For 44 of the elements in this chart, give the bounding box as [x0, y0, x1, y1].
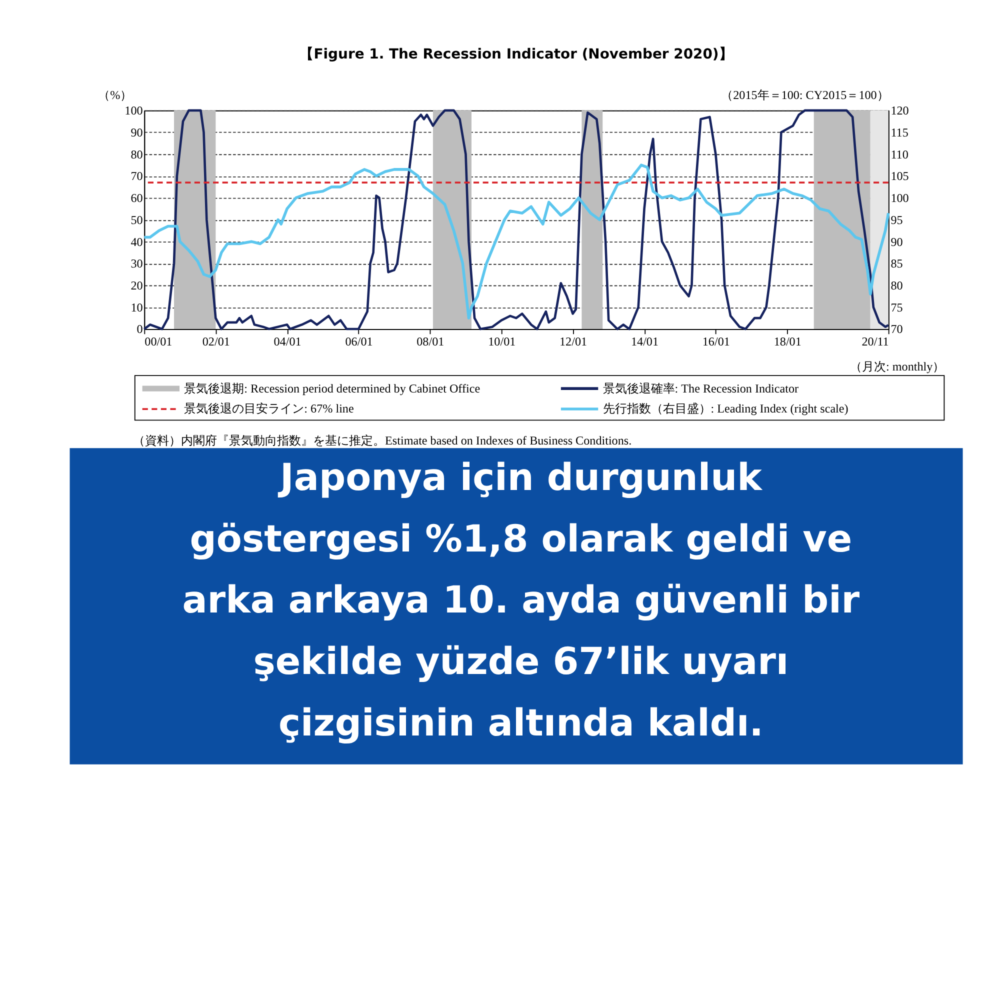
y2-tick-label: 80	[890, 278, 903, 292]
y-tick-label: 70	[130, 169, 143, 184]
x-tick-label: 04/01	[274, 334, 302, 348]
y-tick-label: 40	[130, 234, 143, 249]
y2-tick-label: 100	[890, 191, 909, 206]
y-tick-label: 30	[130, 256, 143, 271]
y2-tick-label: 120	[890, 104, 909, 118]
legend-label: 景気後退期: Recession period determined by Cabinet Office	[184, 381, 480, 396]
chart-title: 【Figure 1. The Recession Indicator (November 2020)】	[300, 46, 733, 62]
text: Japonya için durgunluk göstergesi %1,8 olarak geldi ve arka arkaya 10. ayda güvenli bir şekilde yüzde 67’lik uyarı çizgisinin altında kaldı.	[182, 454, 860, 745]
x-tick-label: 10/01	[488, 334, 516, 348]
y2-tick-label: 95	[890, 212, 903, 227]
y2-tick-label: 75	[890, 300, 903, 314]
y2-tick-label: 70	[890, 322, 903, 336]
y-tick-label: 50	[130, 212, 143, 227]
y-tick-label: 80	[130, 147, 143, 162]
y-tick-label: 100	[124, 104, 143, 118]
y2-tick-label: 115	[890, 125, 908, 140]
x-tick-label: 12/01	[560, 334, 588, 348]
y-tick-label: 0	[136, 322, 143, 336]
y-tick-label: 90	[130, 125, 143, 140]
x-tick-label: 08/01	[416, 334, 444, 348]
x-tick-label: 20/11	[862, 334, 889, 348]
y-tick-label: 60	[130, 191, 143, 206]
y2-axis-title: （2015年＝100: CY2015＝100）	[721, 88, 889, 102]
x-tick-label: 06/01	[345, 334, 373, 348]
legend-label: 景気後退の目安ライン: 67% line	[184, 402, 354, 416]
x-tick-label: 16/01	[702, 334, 730, 348]
y2-tick-label: 105	[890, 169, 909, 184]
y-axis-title: （%）	[98, 88, 132, 102]
x-tick-label: 00/01	[144, 334, 172, 348]
y-tick-label: 10	[130, 300, 143, 314]
text: （資料）内閣府『景気動向指数』を基に推定。Estimate based on Indexes of Business Conditions.	[133, 433, 632, 448]
x-tick-label: 18/01	[774, 334, 802, 348]
x-axis-title: （月次: monthly）	[850, 359, 945, 374]
y2-tick-label: 90	[890, 234, 903, 249]
y2-tick-label: 85	[890, 256, 903, 271]
y2-tick-label: 110	[890, 147, 908, 162]
x-tick-label: 02/01	[202, 334, 230, 348]
legend-label: 景気後退確率: The Recession Indicator	[602, 381, 799, 396]
legend-label: 先行指数（右目盛）: Leading Index (right scale)	[602, 402, 848, 416]
x-tick-label: 14/01	[630, 334, 659, 348]
y-tick-label: 20	[130, 278, 143, 292]
line-series	[142, 164, 890, 320]
